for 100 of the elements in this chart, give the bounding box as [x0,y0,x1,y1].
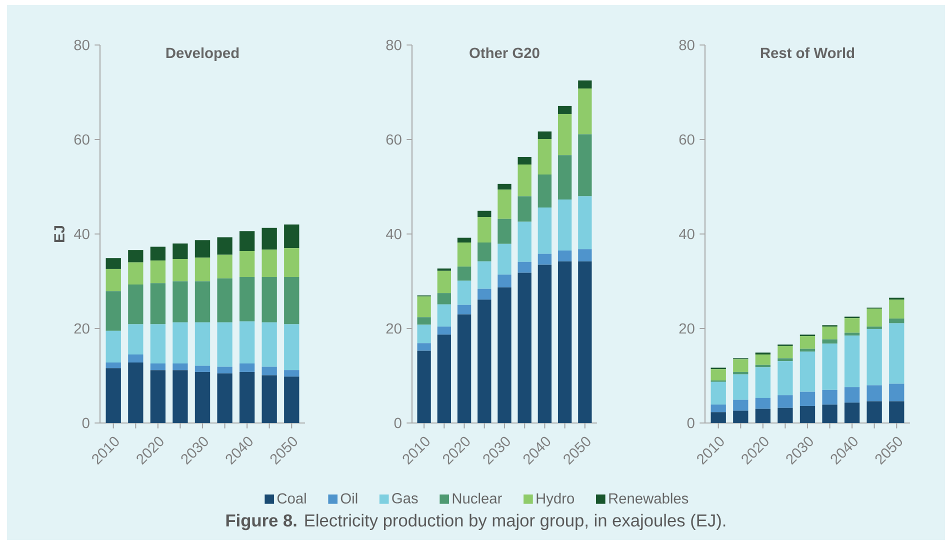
bar [866,385,882,402]
bar [478,242,492,262]
bar [866,401,882,423]
bar [284,224,300,248]
bar [457,314,472,423]
bar [478,300,492,423]
bar [800,392,816,406]
bar [417,296,431,318]
y-tick-label: 0 [687,418,694,428]
legend-label: Hydro [536,492,574,507]
bar [284,324,300,370]
bar [128,362,144,423]
bar [262,366,277,376]
bar [538,174,552,208]
bar [866,308,882,327]
legend-label: Gas [392,493,418,504]
bar [239,372,255,423]
bar [106,268,121,292]
bar [518,196,532,222]
bar [844,387,860,403]
bar [755,408,771,423]
bar [733,359,748,372]
bar [733,400,748,411]
bar [417,350,431,423]
bar [217,254,232,278]
bar [558,155,572,200]
bar [518,272,532,423]
y-tick-label: 40 [678,228,694,240]
bar [457,304,472,314]
bar [710,369,726,380]
bar [172,281,188,322]
y-tick-label: 40 [386,228,402,240]
bar [578,196,592,250]
bar [733,372,748,374]
bar [437,326,452,335]
y-tick-label: 60 [74,134,90,145]
bar [538,131,552,140]
bar [437,270,452,294]
bar [498,218,512,244]
bar [558,106,572,114]
bar [755,367,771,398]
bar [150,324,166,364]
bar [755,354,771,365]
bar [538,254,552,265]
bar [262,375,277,423]
bar [800,336,816,349]
bar [239,231,255,252]
bar [150,363,166,370]
bar [558,250,572,262]
bar [217,278,232,322]
bar [538,264,552,423]
chart-title: Rest of World [760,47,854,58]
bar [150,246,166,260]
bar [172,363,188,370]
bar [194,258,210,282]
bar [889,401,904,423]
bar [710,412,726,423]
bar [262,228,277,250]
bar [778,346,793,358]
bar [478,261,492,289]
bar [128,284,144,324]
bar [262,276,277,322]
bar [284,276,300,324]
bar [417,324,431,344]
bar [710,382,726,405]
bar [239,321,255,364]
bar [106,330,121,363]
bar [437,334,452,423]
y-tick-label: 60 [386,134,402,145]
bar [417,317,431,325]
legend-label: Oil [340,492,358,504]
bar [578,249,592,262]
bar [889,318,904,324]
bar [194,322,210,366]
bar [558,200,572,251]
bar [128,324,144,354]
bar [498,184,512,190]
bar [478,288,492,300]
chart-title: Developed [166,47,239,62]
bar [889,300,904,319]
legend-label: Nuclear [452,492,502,504]
bar [172,322,188,364]
y-tick-label: 20 [74,323,90,334]
bar [128,262,144,285]
bar [194,366,210,372]
chart-title: Other G20 [470,47,540,58]
bar [755,398,771,409]
bar [239,251,255,277]
bar [106,362,121,368]
bar [778,395,793,408]
bar [844,318,860,333]
y-tick-label: 20 [386,323,402,334]
bar [284,370,300,377]
bar [128,354,144,363]
bar [106,291,121,331]
y-tick-label: 80 [386,40,402,50]
bar [106,368,121,423]
bar [518,262,532,273]
bar [498,287,512,423]
bar [150,370,166,423]
